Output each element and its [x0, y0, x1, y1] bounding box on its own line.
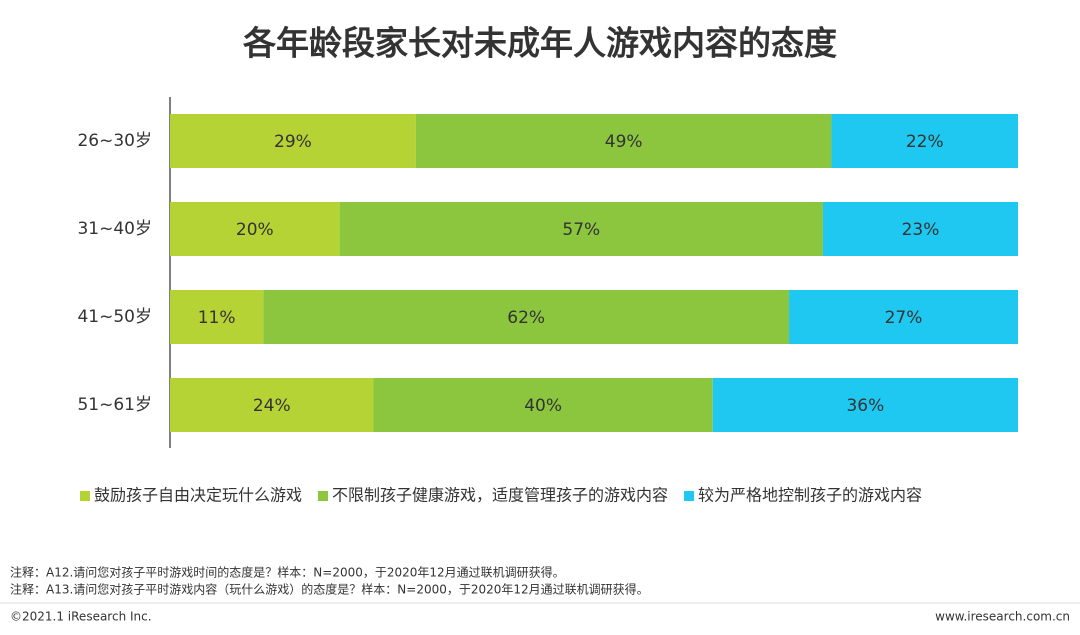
website: www.iresearch.com.cn [935, 610, 1070, 624]
value-label: 57% [562, 220, 600, 240]
legend-swatch [80, 491, 90, 501]
value-label: 27% [885, 308, 923, 328]
bar-segment [822, 202, 1018, 256]
value-label: 24% [253, 396, 291, 416]
legend-label: 不限制孩子健康游戏，适度管理孩子的游戏内容 [332, 486, 668, 505]
value-label: 40% [524, 396, 562, 416]
legend-swatch [318, 491, 329, 501]
footnote: 注释：A13.请问您对孩子平时游戏内容（玩什么游戏）的态度是？样本：N=2000… [10, 582, 649, 597]
copyright: ©2021.1 iResearch Inc. [10, 610, 152, 624]
y-tick-label: 26~30岁 [77, 131, 152, 151]
value-label: 23% [902, 220, 940, 240]
y-tick-label: 51~61岁 [77, 395, 152, 415]
bar-segment [831, 114, 1018, 168]
bar-segment [263, 290, 790, 344]
value-label: 22% [906, 132, 944, 152]
chart-title: 各年龄段家长对未成年人游戏内容的态度 [242, 24, 837, 63]
value-label: 20% [236, 220, 274, 240]
legend-label: 鼓励孩子自由决定玩什么游戏 [94, 486, 302, 505]
bar-segment [373, 378, 713, 432]
bar-segment [170, 378, 374, 432]
bar-segment [415, 114, 832, 168]
value-label: 29% [274, 132, 312, 152]
footnote: 注释：A12.请问您对孩子平时游戏时间的态度是？样本：N=2000，于2020年… [10, 565, 565, 580]
y-tick-label: 31~40岁 [77, 219, 152, 239]
bar-segment [170, 114, 416, 168]
bar-segment [170, 290, 264, 344]
value-label: 49% [605, 132, 643, 152]
value-label: 62% [507, 308, 545, 328]
y-tick-label: 41~50岁 [77, 307, 152, 327]
value-label: 36% [846, 396, 884, 416]
bar-segment [170, 202, 340, 256]
bar-segment [789, 290, 1018, 344]
legend-swatch [684, 491, 695, 501]
value-label: 11% [198, 308, 236, 328]
bar-segment [712, 378, 1018, 432]
legend-label: 较为严格地控制孩子的游戏内容 [698, 486, 922, 505]
bar-segment [339, 202, 823, 256]
